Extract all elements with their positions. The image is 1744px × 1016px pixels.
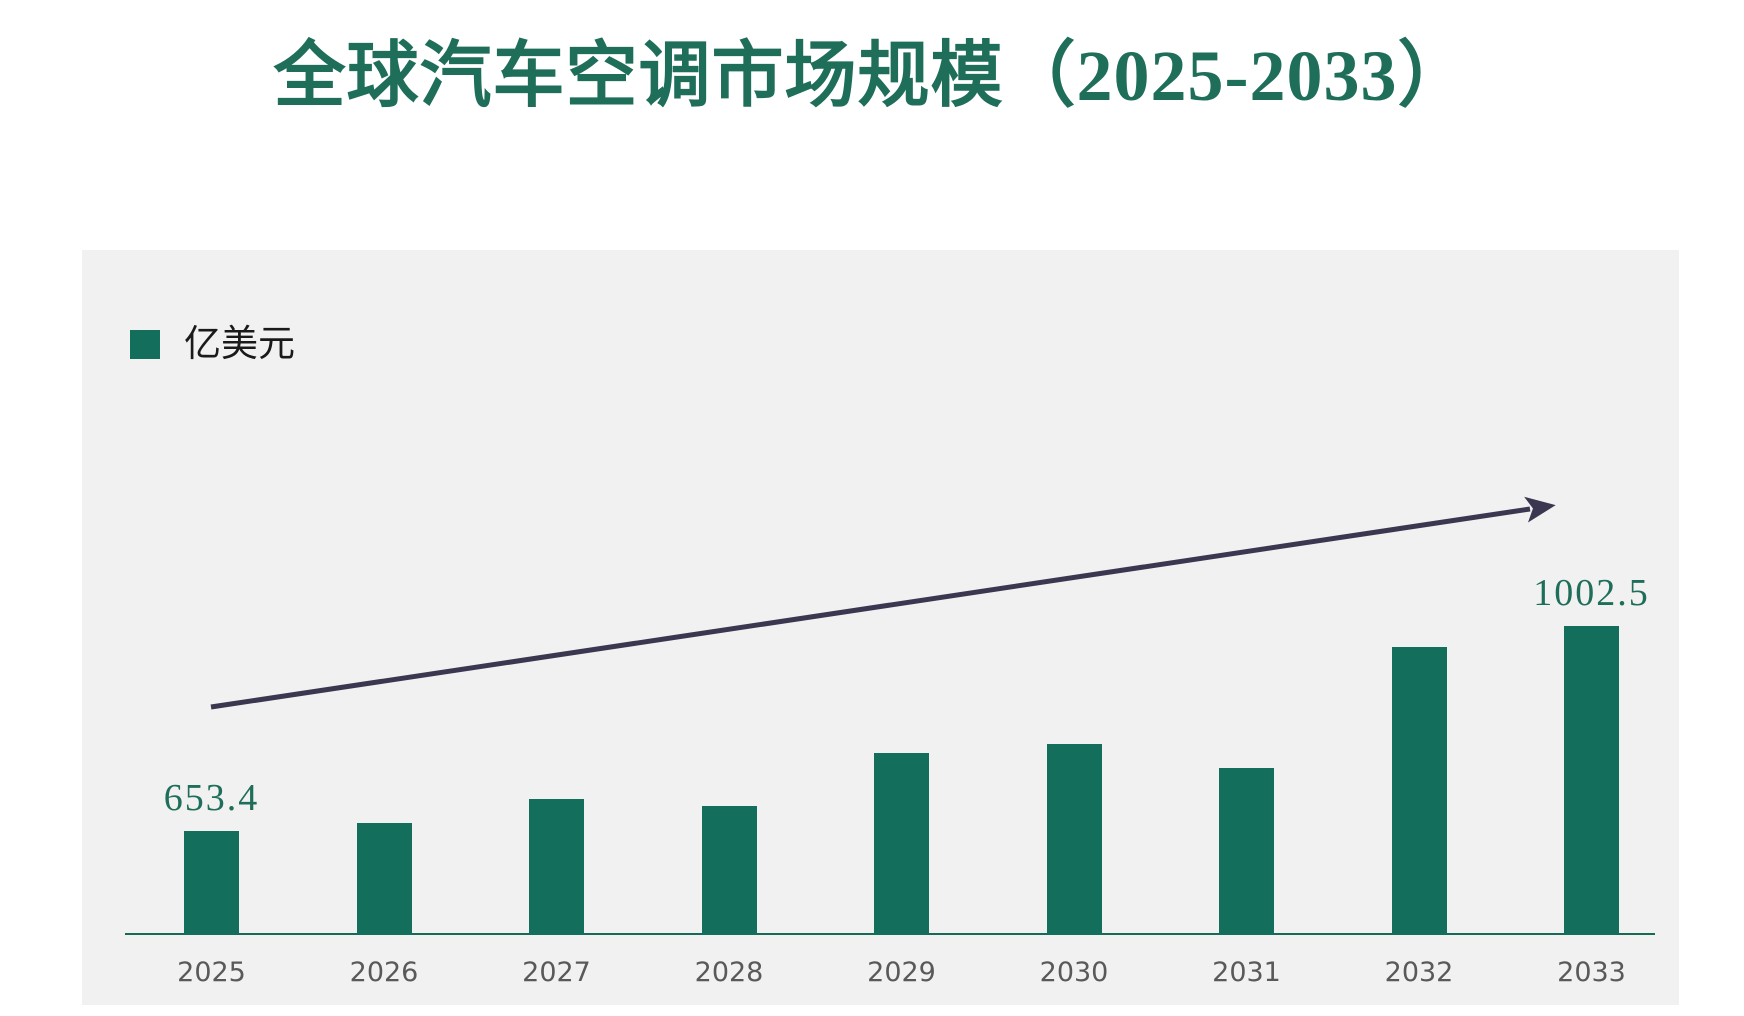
x-tick-label-2028: 2028: [694, 957, 764, 988]
plot-area: 2025 2026 2027 2028 2029 2030 2031 2032 2033 653.…: [82, 250, 1679, 1005]
bar-2030: [1046, 743, 1102, 935]
bar-2029: [874, 753, 929, 935]
bar-2028: [701, 806, 757, 935]
value-label-2033: 1002.5: [1533, 572, 1650, 615]
bar-2032: [1391, 646, 1447, 935]
value-label-2025: 653.4: [163, 777, 260, 820]
legend-swatch: [130, 330, 160, 359]
x-tick-label-2030: 2030: [1039, 957, 1109, 988]
x-tick-label-2032: 2032: [1384, 957, 1454, 988]
x-tick-label-2029: 2029: [867, 957, 936, 988]
bar-2027: [529, 799, 584, 935]
x-tick-label-2027: 2027: [522, 957, 591, 988]
bar-2026: [356, 823, 412, 935]
x-tick-label-2031: 2031: [1212, 957, 1281, 988]
x-tick-label-2025: 2025: [177, 957, 246, 988]
page-title: 全球汽车空调市场规模（2025-2033）: [273, 36, 1471, 116]
bar-2025: [184, 831, 239, 935]
legend: 亿美元: [130, 326, 295, 363]
bar-2033: [1564, 626, 1619, 935]
chart-panel: 亿美元 2025 2026 2027 2028 2029 2030 2031 2032 2033…: [82, 250, 1679, 1005]
x-tick-label-2033: 2033: [1557, 957, 1626, 988]
legend-label: 亿美元: [184, 324, 295, 365]
bar-2031: [1219, 767, 1274, 935]
x-tick-label-2026: 2026: [349, 957, 419, 988]
